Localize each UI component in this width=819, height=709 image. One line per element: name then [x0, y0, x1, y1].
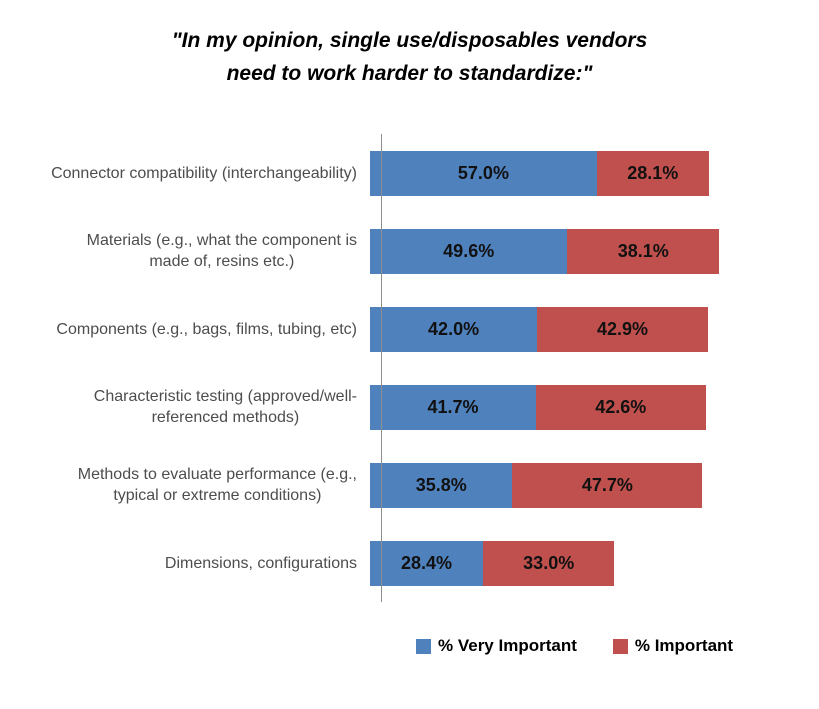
plot-row: 49.6% 38.1%: [370, 228, 768, 274]
plot-row: 35.8% 47.7%: [370, 462, 768, 508]
category-label-text: Materials (e.g., what the component is m…: [86, 232, 357, 270]
category-label: Dimensions, configurations: [0, 553, 369, 574]
bar-segment-very-important: 49.6%: [370, 228, 568, 274]
category-label-text: Connector compatibility (interchangeabil…: [51, 164, 357, 182]
bar-segment-important: 42.9%: [537, 306, 708, 352]
legend-swatch-important-icon: [612, 638, 628, 654]
category-label-text: Dimensions, configurations: [164, 554, 357, 572]
chart-title-line-2: need to work harder to standardize:": [226, 62, 593, 85]
bar-value-label: 33.0%: [523, 552, 575, 573]
bar-segment-very-important: 42.0%: [370, 306, 538, 352]
bar-value-label: 41.7%: [427, 396, 479, 417]
bar-segment-very-important: 28.4%: [370, 540, 484, 586]
category-label: Connector compatibility (interchangeabil…: [0, 163, 369, 184]
bar-value-label: 57.0%: [457, 162, 509, 183]
bar-value-label: 49.6%: [443, 240, 495, 261]
legend-item-very-important: % Very Important: [416, 636, 577, 656]
bar-value-label: 42.9%: [597, 318, 649, 339]
bar-segment-important: 28.1%: [596, 150, 709, 196]
category-label: Components (e.g., bags, films, tubing, e…: [0, 319, 369, 340]
legend-label-important: % Important: [634, 636, 734, 655]
category-label-text: Methods to evaluate performance (e.g., t…: [77, 466, 357, 504]
chart-title-line-1: "In my opinion, single use/disposables v…: [171, 29, 648, 52]
chart-row-dimensions-configurations: Dimensions, configurations 28.4% 33.0%: [0, 524, 780, 602]
chart-row-materials: Materials (e.g., what the component is m…: [0, 212, 780, 290]
bar-value-label: 35.8%: [415, 474, 467, 495]
bar-segment-very-important: 35.8%: [370, 462, 513, 508]
y-axis-line: [381, 134, 382, 602]
bar-value-label: 42.0%: [428, 318, 480, 339]
category-label: Materials (e.g., what the component is m…: [0, 230, 369, 272]
plot-row: 42.0% 42.9%: [370, 306, 768, 352]
bar-segment-very-important: 57.0%: [370, 150, 597, 196]
chart-row-characteristic-testing: Characteristic testing (approved/well- r…: [0, 368, 780, 446]
bar-value-label: 28.1%: [627, 162, 679, 183]
bar-value-label: 42.6%: [595, 396, 647, 417]
legend: % Very Important % Important: [416, 636, 819, 656]
bar-segment-very-important: 41.7%: [370, 384, 536, 430]
chart-row-connector-compatibility: Connector compatibility (interchangeabil…: [0, 134, 780, 212]
bar-value-label: 47.7%: [581, 474, 633, 495]
bar-segment-important: 38.1%: [567, 228, 720, 274]
chart-row-components: Components (e.g., bags, films, tubing, e…: [0, 290, 780, 368]
legend-swatch-very-important-icon: [416, 638, 431, 654]
plot-row: 57.0% 28.1%: [370, 150, 768, 196]
bar-value-label: 28.4%: [400, 552, 453, 573]
bar-segment-important: 42.6%: [535, 384, 706, 430]
category-label: Methods to evaluate performance (e.g., t…: [0, 464, 369, 506]
bar-value-label: 38.1%: [617, 240, 669, 261]
category-label: Characteristic testing (approved/well- r…: [0, 386, 369, 428]
chart-row-methods-evaluate-performance: Methods to evaluate performance (e.g., t…: [0, 446, 780, 524]
category-label-text: Components (e.g., bags, films, tubing, e…: [56, 320, 357, 338]
plot-row: 41.7% 42.6%: [370, 384, 768, 430]
legend-label-very-important: % Very Important: [438, 636, 577, 655]
category-label-text: Characteristic testing (approved/well- r…: [93, 388, 357, 426]
bar-segment-important: 33.0%: [483, 540, 615, 586]
stacked-bar-chart: Connector compatibility (interchangeabil…: [0, 134, 780, 602]
chart-title: "In my opinion, single use/disposables v…: [0, 24, 819, 90]
legend-item-important: % Important: [612, 636, 734, 656]
plot-row: 28.4% 33.0%: [370, 540, 768, 586]
bar-segment-important: 47.7%: [512, 462, 703, 508]
